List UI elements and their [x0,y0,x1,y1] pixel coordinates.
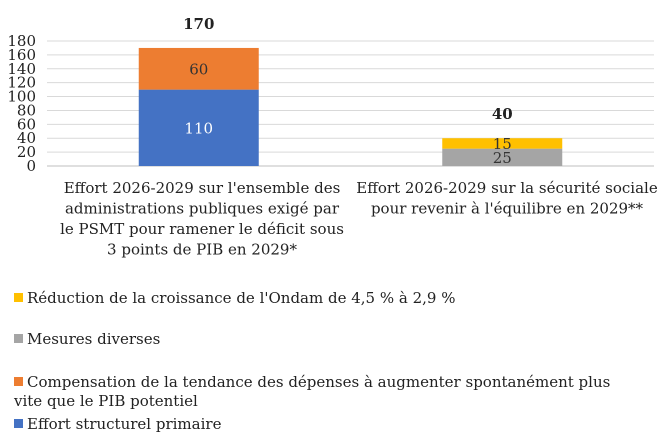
y-tick-label-20: 20 [17,143,36,161]
data-label-0-1: 60 [189,60,208,78]
y-tick-label-180: 180 [7,32,36,50]
bar-segment-0-0 [138,89,259,166]
data-label-0-0: 110 [184,119,213,137]
legend-item-ondam: Réduction de la croissance de l'Ondam de… [14,289,654,308]
legend-swatch-ondam [14,293,23,302]
category-label-1-line-1: pour revenir à l'équilibre en 2029** [371,200,644,218]
legend-label-compensation-line-2: vite que le PIB potentiel [14,392,198,410]
data-label-1-2: 25 [493,149,512,167]
category-label-0-line-0: Effort 2026-2029 sur l'ensemble des [64,179,341,197]
legend-item-effort-structurel: Effort structurel primaire [14,415,654,434]
total-label-0: 170 [183,15,214,33]
legend-label-ondam: Réduction de la croissance de l'Ondam de… [27,289,456,307]
legend-label-mesures-diverses: Mesures diverses [27,330,161,348]
legend-label-effort-structurel: Effort structurel primaire [27,415,222,433]
legend-swatch-effort-structurel [14,419,23,428]
category-label-0-line-1: administrations publiques exigé par [65,200,340,218]
y-tick-label-40: 40 [17,129,36,147]
legend-label-compensation-line-1: Compensation de la tendance des dépenses… [27,373,611,391]
y-tick-label-60: 60 [17,115,36,133]
bar-segment-0-1 [138,47,259,90]
legend-swatch-compensation [14,377,23,386]
legend-item-compensation: Compensation de la tendance des dépenses… [14,373,654,411]
category-label-0-line-3: 3 points de PIB en 2029* [107,241,297,259]
y-tick-label-80: 80 [17,101,36,119]
legend-swatch-mesures-diverses [14,334,23,343]
total-label-1: 40 [492,105,513,123]
y-tick-label-100: 100 [7,88,36,106]
category-label-1-line-0: Effort 2026-2029 sur la sécurité sociale [356,179,658,197]
category-label-1: Effort 2026-2029 sur la sécurité sociale… [356,179,658,218]
category-label-0: Effort 2026-2029 sur l'ensemble des admin… [60,179,344,259]
bar-segment-1-2 [442,148,563,166]
legend-label-compensation: Compensation de la tendance des dépenses… [14,373,610,410]
y-tick-label-160: 160 [7,46,36,64]
y-tick-label-140: 140 [7,60,36,78]
legend-item-mesures-diverses: Mesures diverses [14,330,654,349]
bar-segment-1-3 [442,138,563,149]
y-tick-label-0: 0 [26,157,36,175]
category-label-0-line-2: le PSMT pour ramener le déficit sous [60,220,344,238]
y-tick-label-120: 120 [7,74,36,92]
data-label-1-3: 15 [493,135,512,153]
